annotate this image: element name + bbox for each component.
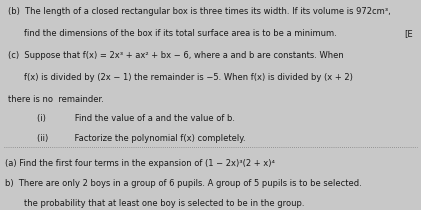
Text: (b)  The length of a closed rectangular box is three times its width. If its vol: (b) The length of a closed rectangular b… bbox=[8, 7, 390, 16]
Text: there is no  remainder.: there is no remainder. bbox=[8, 95, 104, 104]
Text: the probability that at least one boy is selected to be in the group.: the probability that at least one boy is… bbox=[24, 199, 304, 208]
Text: b)  There are only 2 boys in a group of 6 pupils. A group of 5 pupils is to be s: b) There are only 2 boys in a group of 6… bbox=[5, 179, 362, 188]
Text: f(x) is divided by (2x − 1) the remainder is −5. When f(x) is divided by (x + 2): f(x) is divided by (2x − 1) the remainde… bbox=[24, 73, 353, 82]
Text: [E: [E bbox=[404, 29, 413, 38]
Text: (ii)          Factorize the polynomial f(x) completely.: (ii) Factorize the polynomial f(x) compl… bbox=[37, 134, 246, 143]
Text: (i)           Find the value of a and the value of b.: (i) Find the value of a and the value of… bbox=[37, 114, 235, 123]
Text: find the dimensions of the box if its total surface area is to be a minimum.: find the dimensions of the box if its to… bbox=[24, 29, 337, 38]
Text: (c)  Suppose that f(x) = 2x³ + ax² + bx − 6, where a and b are constants. When: (c) Suppose that f(x) = 2x³ + ax² + bx −… bbox=[8, 51, 343, 60]
Text: (a) Find the first four terms in the expansion of (1 − 2x)³(2 + x)⁴: (a) Find the first four terms in the exp… bbox=[5, 159, 275, 168]
